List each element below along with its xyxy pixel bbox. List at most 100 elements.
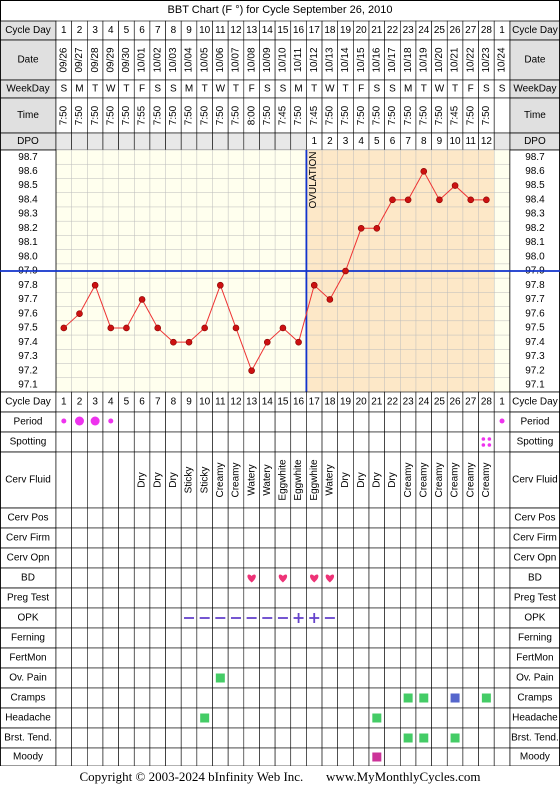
- preg_test-cell: [55, 587, 72, 609]
- spotting-cell: [337, 431, 354, 453]
- cerv_pos-row-label: Cerv Pos: [7, 513, 48, 524]
- cerv-fluid-value: Sticky: [199, 467, 210, 494]
- bd-cell: [180, 567, 198, 589]
- cerv_firm-cell: [165, 527, 182, 549]
- dpo-value: 4: [358, 136, 364, 147]
- y-tick-label-right: 98.3: [525, 209, 545, 220]
- cerv_firm-cell: [384, 527, 401, 549]
- brst_tend-cell: [87, 727, 104, 749]
- dpo-cell: [290, 132, 307, 151]
- moody-cell: [337, 747, 354, 767]
- moody-marker: [372, 752, 382, 762]
- brst_tend-cell: [306, 727, 323, 749]
- site-url: www.MyMonthlyCycles.com: [326, 769, 481, 784]
- date-value: 10/13: [325, 47, 336, 72]
- cerv_firm-cell: [493, 527, 511, 549]
- cerv_pos-cell: [196, 507, 213, 529]
- preg_test-cell: [165, 587, 182, 609]
- weekday-value: W: [325, 84, 335, 95]
- headache-cell: [118, 707, 135, 729]
- y-tick-label: 98.2: [18, 223, 38, 234]
- cycle_day-value: 27: [465, 25, 477, 36]
- temperature-point: [295, 338, 302, 346]
- fertmon-cell: [493, 647, 511, 669]
- period-cell: [180, 411, 198, 433]
- cerv-fluid-value: Creamy: [403, 462, 414, 497]
- bd-cell: [337, 567, 354, 589]
- ov_pain-cell: [118, 667, 135, 689]
- preg_test-cell: [337, 587, 354, 609]
- spotting-cell: [212, 431, 229, 453]
- ferning-cell: [227, 627, 245, 649]
- fertmon-cell: [384, 647, 401, 669]
- cerv_firm-cell: [431, 527, 448, 549]
- cramps-cell: [149, 687, 166, 709]
- date-label: Date: [17, 55, 39, 66]
- date-value: 10/24: [497, 47, 508, 72]
- dpo-cell: [274, 132, 292, 151]
- preg_test-cell: [180, 587, 198, 609]
- weekday-value: M: [185, 84, 193, 95]
- moody-cell: [196, 747, 213, 767]
- cycle-day-value: 8: [171, 397, 177, 408]
- cerv_opn-cell: [274, 547, 292, 569]
- cerv_firm-cell: [274, 527, 292, 549]
- brst_tend-cell: [431, 727, 448, 749]
- cramps-cell: [274, 687, 292, 709]
- period-cell: [415, 411, 432, 433]
- cramps-cell: [337, 687, 354, 709]
- time-value: 7:50: [325, 105, 336, 125]
- ferning-cell: [353, 627, 370, 649]
- spotting-cell: [446, 431, 464, 453]
- temperature-point: [389, 196, 396, 204]
- cycle_day-value: 20: [356, 25, 368, 36]
- cerv_opn-cell: [133, 547, 151, 569]
- ov_pain-cell: [478, 667, 495, 689]
- date-value: 10/09: [262, 47, 273, 72]
- temperature-point: [248, 367, 255, 374]
- headache-cell: [149, 707, 166, 729]
- bd-cell: [149, 567, 166, 589]
- date-value: 10/16: [371, 47, 382, 72]
- cycle-day-value: 5: [124, 397, 130, 408]
- cycle-day-value: 2: [77, 397, 83, 408]
- cerv_pos-cell: [227, 507, 245, 529]
- brst_tend-cell: [493, 727, 511, 749]
- y-tick-label-right: 98.0: [525, 251, 545, 262]
- fertmon-cell: [259, 647, 276, 669]
- ov_pain-cell: [290, 667, 307, 689]
- headache-cell: [180, 707, 198, 729]
- time-value: 7:50: [58, 105, 69, 125]
- y-tick-label: 98.4: [18, 194, 38, 205]
- time-value: 7:50: [231, 105, 242, 125]
- headache-cell: [243, 707, 260, 729]
- spotting-cell: [415, 431, 432, 453]
- dpo-value: 6: [390, 136, 396, 147]
- cycle-day-value: 9: [186, 397, 192, 408]
- period-cell: [399, 411, 417, 433]
- cycle-day-value: 10: [199, 397, 211, 408]
- weekday-value: T: [92, 84, 98, 95]
- period-cell: [243, 411, 260, 433]
- ferning-cell: [102, 627, 119, 649]
- moody-row-label: Moody: [13, 752, 43, 763]
- cramps-cell: [306, 687, 323, 709]
- cerv_firm-cell: [149, 527, 166, 549]
- ov_pain-cell: [399, 667, 417, 689]
- moody-cell: [431, 747, 448, 767]
- cerv_opn-cell: [55, 547, 72, 569]
- bd-cell: [259, 567, 276, 589]
- spotting-row-label-right: Spotting: [517, 437, 554, 448]
- period-cell: [165, 411, 182, 433]
- ov_pain-row-label-right: Ov. Pain: [516, 673, 554, 684]
- period-cell: [133, 411, 151, 433]
- cerv-fluid-value: Creamy: [418, 462, 429, 497]
- cerv-fluid-value: Watery: [325, 464, 336, 495]
- dpo-value: 10: [450, 136, 462, 147]
- period-cell: [306, 411, 323, 433]
- spotting-cell: [368, 431, 385, 453]
- cerv_opn-cell: [71, 547, 88, 569]
- ov_pain-cell: [259, 667, 276, 689]
- brst_tend-cell: [165, 727, 182, 749]
- headache-cell: [462, 707, 479, 729]
